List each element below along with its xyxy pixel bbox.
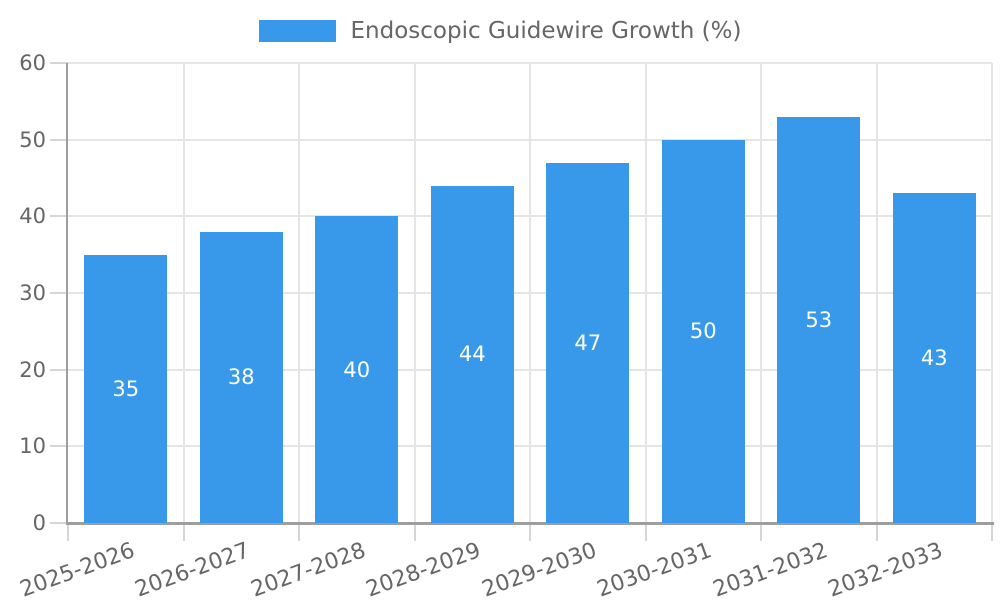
bar[interactable] bbox=[546, 162, 630, 523]
v-gridline bbox=[991, 63, 993, 523]
bar-value-label: 43 bbox=[920, 346, 948, 371]
bar-value-label: 47 bbox=[574, 330, 602, 355]
x-axis-label: 2028-2029 bbox=[363, 538, 485, 600]
x-tick-mark bbox=[182, 525, 185, 541]
x-axis-label: 2026-2027 bbox=[132, 538, 254, 600]
x-tick-mark bbox=[529, 525, 531, 541]
y-axis-label: 10 bbox=[19, 434, 46, 459]
y-axis-label: 20 bbox=[19, 357, 46, 382]
y-axis-label: 30 bbox=[19, 281, 46, 305]
x-tick-mark bbox=[991, 525, 993, 541]
chart-legend[interactable]: Endoscopic Guidewire Growth (%) bbox=[0, 17, 1000, 45]
legend-swatch bbox=[258, 20, 336, 42]
bar[interactable] bbox=[430, 185, 514, 523]
x-axis-label: 2032-2033 bbox=[825, 538, 947, 600]
bar-value-label: 50 bbox=[689, 319, 717, 344]
x-tick-mark bbox=[298, 525, 300, 541]
y-axis-label: 40 bbox=[19, 204, 46, 229]
bar[interactable] bbox=[777, 116, 861, 523]
x-tick-mark bbox=[644, 525, 647, 541]
bar[interactable] bbox=[892, 193, 976, 523]
x-axis-label: 2031-2032 bbox=[709, 538, 831, 600]
x-tick-mark bbox=[760, 525, 762, 541]
y-axis-label: 0 bbox=[32, 511, 46, 535]
y-axis-label: 50 bbox=[19, 127, 46, 152]
y-tick-mark bbox=[50, 292, 68, 294]
y-tick-mark bbox=[50, 138, 68, 141]
v-gridline bbox=[644, 63, 647, 523]
bar-value-label: 38 bbox=[227, 365, 255, 390]
bar-value-label: 40 bbox=[343, 357, 371, 382]
bar[interactable] bbox=[661, 139, 745, 523]
v-gridline bbox=[760, 63, 762, 523]
y-tick-mark bbox=[50, 368, 68, 371]
v-gridline bbox=[298, 63, 300, 523]
v-gridline bbox=[182, 63, 185, 523]
y-tick-mark bbox=[50, 215, 68, 218]
y-axis-line bbox=[66, 63, 68, 525]
v-gridline bbox=[529, 63, 531, 523]
x-axis-label: 2029-2030 bbox=[478, 538, 600, 600]
v-gridline bbox=[413, 63, 416, 523]
bar-value-label: 53 bbox=[805, 307, 833, 332]
bar[interactable] bbox=[199, 231, 283, 523]
y-tick-mark bbox=[50, 522, 68, 524]
y-tick-mark bbox=[50, 445, 68, 448]
bar-value-label: 44 bbox=[458, 342, 486, 367]
bar[interactable] bbox=[84, 254, 168, 523]
x-tick-mark bbox=[413, 525, 416, 541]
x-axis-label: 2030-2031 bbox=[594, 538, 716, 600]
x-axis-line bbox=[66, 522, 994, 525]
v-gridline bbox=[875, 63, 878, 523]
bar[interactable] bbox=[315, 216, 399, 523]
x-tick-mark bbox=[875, 525, 878, 541]
x-axis-label: 2027-2028 bbox=[247, 538, 369, 600]
legend-label: Endoscopic Guidewire Growth (%) bbox=[350, 18, 742, 44]
x-tick-mark bbox=[67, 525, 69, 541]
x-axis-label: 2025-2026 bbox=[16, 538, 138, 600]
y-axis-label: 60 bbox=[19, 51, 46, 75]
bar-value-label: 35 bbox=[112, 376, 140, 401]
y-tick-mark bbox=[50, 62, 68, 64]
